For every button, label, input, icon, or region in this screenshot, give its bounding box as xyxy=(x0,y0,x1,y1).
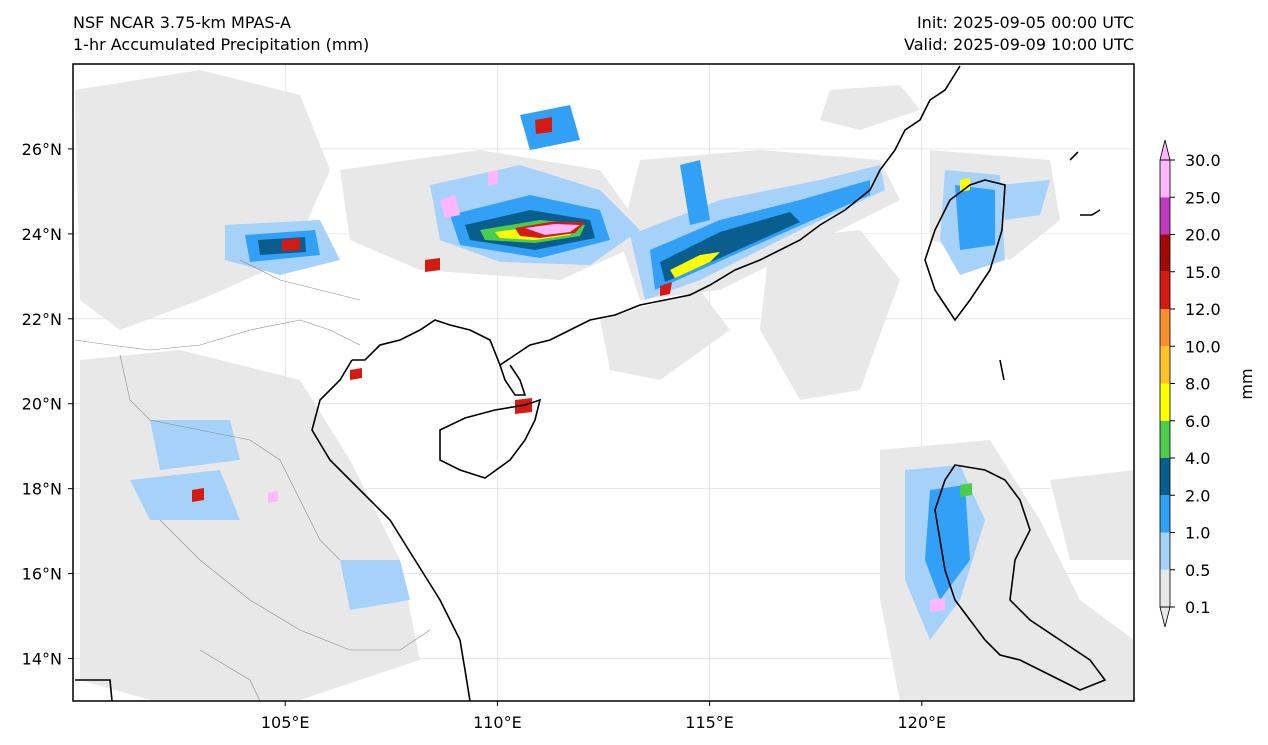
colorbar-segment xyxy=(1160,569,1170,607)
colorbar-tick-label: 12.0 xyxy=(1185,300,1221,319)
colorbar-tick-label: 6.0 xyxy=(1185,412,1210,431)
colorbar-segment xyxy=(1160,532,1170,570)
colorbar-segment xyxy=(1160,197,1170,235)
colorbar-segment xyxy=(1160,495,1170,533)
colorbar-tick-label: 1.0 xyxy=(1185,524,1210,543)
okinawa-islet xyxy=(1069,151,1079,161)
batan-islets xyxy=(999,359,1005,381)
colorbar-tick-label: 10.0 xyxy=(1185,337,1221,356)
colorbar-segment xyxy=(1160,271,1170,309)
latitude-ticks: 14°N 16°N 18°N 20°N 22°N 24°N 26°N xyxy=(22,140,73,669)
leizhou-peninsula xyxy=(499,364,527,396)
colorbar-extend-min xyxy=(1159,606,1171,628)
china-coastline xyxy=(352,65,961,367)
colorbar-segment xyxy=(1160,309,1170,347)
lat-tick-label: 14°N xyxy=(22,650,62,669)
lon-tick-label: 115°E xyxy=(685,713,734,732)
init-time: Init: 2025-09-05 00:00 UTC xyxy=(916,13,1134,32)
colorbar-extend-max xyxy=(1159,139,1171,161)
country-borders xyxy=(74,259,431,701)
luzon-island xyxy=(934,464,1107,691)
colorbar-tick-label: 20.0 xyxy=(1185,226,1221,245)
lon-tick-label: 110°E xyxy=(473,713,522,732)
lat-tick-label: 20°N xyxy=(22,395,62,414)
colorbar-tick-label: 4.0 xyxy=(1185,449,1210,468)
colorbar-tick-label: 25.0 xyxy=(1185,188,1221,207)
colorbar: 0.1 0.5 1.0 2.0 4.0 6.0 8.0 10.0 12.0 15.0 20.0 25.… xyxy=(1159,139,1221,628)
map-content xyxy=(73,64,1134,701)
field-title: 1-hr Accumulated Precipitation (mm) xyxy=(73,35,370,54)
model-title: NSF NCAR 3.75-km MPAS-A xyxy=(73,13,291,32)
map-frame xyxy=(72,63,1135,702)
colorbar-tick-label: 15.0 xyxy=(1185,263,1221,282)
lat-tick-label: 26°N xyxy=(22,140,62,159)
lon-tick-label: 120°E xyxy=(897,713,946,732)
lon-tick-label: 105°E xyxy=(261,713,310,732)
colorbar-segment xyxy=(1160,458,1170,496)
ryukyu-islets xyxy=(1080,209,1101,216)
longitude-ticks: 105°E 110°E 115°E 120°E xyxy=(261,701,946,732)
colorbar-segment xyxy=(1160,383,1170,421)
valid-time: Valid: 2025-09-09 10:00 UTC xyxy=(903,35,1134,54)
colorbar-unit-label: mm xyxy=(1237,368,1256,399)
colorbar-tick-label: 8.0 xyxy=(1185,375,1210,394)
lat-tick-label: 18°N xyxy=(22,480,62,499)
map-header-left: NSF NCAR 3.75-km MPAS-A 1-hr Accumulated… xyxy=(73,12,369,56)
taiwan-island xyxy=(924,179,1006,322)
colorbar-tick-label: 0.5 xyxy=(1185,561,1210,580)
map-header-right: Init: 2025-09-05 00:00 UTC Valid: 2025-0… xyxy=(904,12,1134,56)
coastlines xyxy=(75,65,1107,701)
lat-tick-label: 16°N xyxy=(22,565,62,584)
precip-heavy-cores xyxy=(192,117,972,612)
colorbar-segment xyxy=(1160,234,1170,272)
colorbar-segment xyxy=(1160,346,1170,384)
lat-tick-label: 22°N xyxy=(22,310,62,329)
colorbar-segment xyxy=(1160,160,1170,198)
lat-tick-label: 24°N xyxy=(22,225,62,244)
colorbar-tick-label: 0.1 xyxy=(1185,598,1210,617)
colorbar-tick-label: 2.0 xyxy=(1185,486,1210,505)
gulf-of-thailand-coast xyxy=(75,679,113,701)
colorbar-tick-label: 30.0 xyxy=(1185,151,1221,170)
colorbar-segment xyxy=(1160,420,1170,458)
hainan-island xyxy=(439,398,542,479)
vietnam-coastline xyxy=(311,359,471,701)
